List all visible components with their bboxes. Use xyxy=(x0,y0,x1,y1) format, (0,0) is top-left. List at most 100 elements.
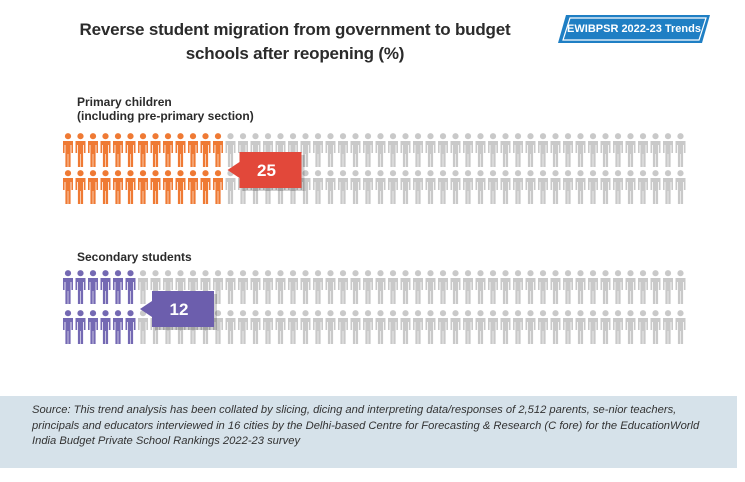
figure-highlighted xyxy=(62,310,73,344)
figure-highlighted xyxy=(75,270,86,304)
figure-inactive xyxy=(450,310,461,344)
badge-shape xyxy=(558,15,710,43)
figure-highlighted xyxy=(200,170,211,204)
figure-inactive xyxy=(625,310,636,344)
figure-inactive xyxy=(575,270,586,304)
figure-highlighted xyxy=(187,170,198,204)
title-line-2: schools after reopening (%) xyxy=(185,44,405,63)
figure-inactive xyxy=(137,310,148,344)
figure-highlighted xyxy=(162,170,173,204)
figure-highlighted xyxy=(62,133,73,167)
figure-inactive xyxy=(525,133,536,167)
figure-highlighted xyxy=(137,170,148,204)
secondary-group-label: Secondary students xyxy=(77,250,192,264)
figure-inactive xyxy=(500,170,511,204)
figure-inactive xyxy=(363,270,373,304)
figure-inactive xyxy=(588,133,598,167)
trends-badge: EWIBPSR 2022-23 Trends xyxy=(558,12,710,46)
figure-inactive xyxy=(338,270,348,304)
figure-inactive xyxy=(338,310,348,344)
figure-highlighted xyxy=(150,170,161,204)
figure-inactive xyxy=(300,310,311,344)
figure-inactive xyxy=(325,170,336,204)
figure-highlighted xyxy=(100,270,111,304)
figure-inactive xyxy=(588,310,598,344)
figure-inactive xyxy=(225,310,236,344)
figure-inactive xyxy=(413,133,423,167)
figure-inactive xyxy=(675,170,686,204)
figure-inactive xyxy=(675,133,686,167)
figure-inactive xyxy=(475,170,486,204)
figure-inactive xyxy=(513,270,523,304)
figure-inactive xyxy=(613,310,623,344)
figure-inactive xyxy=(413,270,423,304)
figure-inactive xyxy=(538,133,548,167)
figure-highlighted xyxy=(112,310,123,344)
figure-inactive xyxy=(538,170,548,204)
figure-highlighted xyxy=(212,133,223,167)
figure-inactive xyxy=(563,270,573,304)
figure-inactive xyxy=(375,170,386,204)
figure-inactive xyxy=(438,133,448,167)
secondary-value-callout: 12 xyxy=(140,291,217,330)
figure-inactive xyxy=(488,133,498,167)
figure-inactive xyxy=(650,170,661,204)
figure-inactive xyxy=(675,310,686,344)
primary-value-label: 25 xyxy=(257,161,276,180)
figure-inactive xyxy=(538,270,548,304)
figure-inactive xyxy=(400,270,411,304)
figure-inactive xyxy=(463,310,473,344)
figure-inactive xyxy=(250,310,261,344)
figure-inactive xyxy=(625,170,636,204)
figure-inactive xyxy=(313,170,323,204)
figure-inactive xyxy=(375,310,386,344)
figure-inactive xyxy=(638,133,648,167)
figure-highlighted xyxy=(125,310,136,344)
figure-inactive xyxy=(413,170,423,204)
figure-inactive xyxy=(300,270,311,304)
figure-inactive xyxy=(475,270,486,304)
figure-inactive xyxy=(225,170,236,204)
figure-inactive xyxy=(513,310,523,344)
figure-inactive xyxy=(563,133,573,167)
figure-inactive xyxy=(513,133,523,167)
primary-label-line-1: Primary children xyxy=(77,95,172,109)
figure-inactive xyxy=(663,310,673,344)
figure-inactive xyxy=(613,170,623,204)
figure-inactive xyxy=(575,133,586,167)
figure-inactive xyxy=(450,270,461,304)
figure-inactive xyxy=(613,270,623,304)
figure-inactive xyxy=(225,133,236,167)
figure-inactive xyxy=(613,133,623,167)
source-box: Source: This trend analysis has been col… xyxy=(0,396,737,468)
figure-highlighted xyxy=(87,133,98,167)
figure-inactive xyxy=(375,133,386,167)
figure-inactive xyxy=(325,270,336,304)
figure-inactive xyxy=(638,170,648,204)
figure-inactive xyxy=(388,270,398,304)
figure-inactive xyxy=(650,270,661,304)
figure-inactive xyxy=(650,310,661,344)
figure-inactive xyxy=(425,310,436,344)
figure-inactive xyxy=(625,270,636,304)
figure-inactive xyxy=(350,270,361,304)
figure-inactive xyxy=(425,270,436,304)
secondary-label-line-1: Secondary students xyxy=(77,250,192,264)
figure-highlighted xyxy=(62,170,73,204)
badge-label: EWIBPSR 2022-23 Trends xyxy=(567,23,701,35)
figure-inactive xyxy=(275,310,286,344)
figure-highlighted xyxy=(125,133,136,167)
figure-inactive xyxy=(388,133,398,167)
figure-inactive xyxy=(550,270,561,304)
figure-inactive xyxy=(600,310,611,344)
figure-inactive xyxy=(638,270,648,304)
figure-inactive xyxy=(313,270,323,304)
figure-inactive xyxy=(663,270,673,304)
figure-inactive xyxy=(488,270,498,304)
figure-inactive xyxy=(363,170,373,204)
figure-inactive xyxy=(375,270,386,304)
figure-inactive xyxy=(450,133,461,167)
figure-highlighted xyxy=(200,133,211,167)
figure-inactive xyxy=(413,310,423,344)
figure-inactive xyxy=(263,270,273,304)
